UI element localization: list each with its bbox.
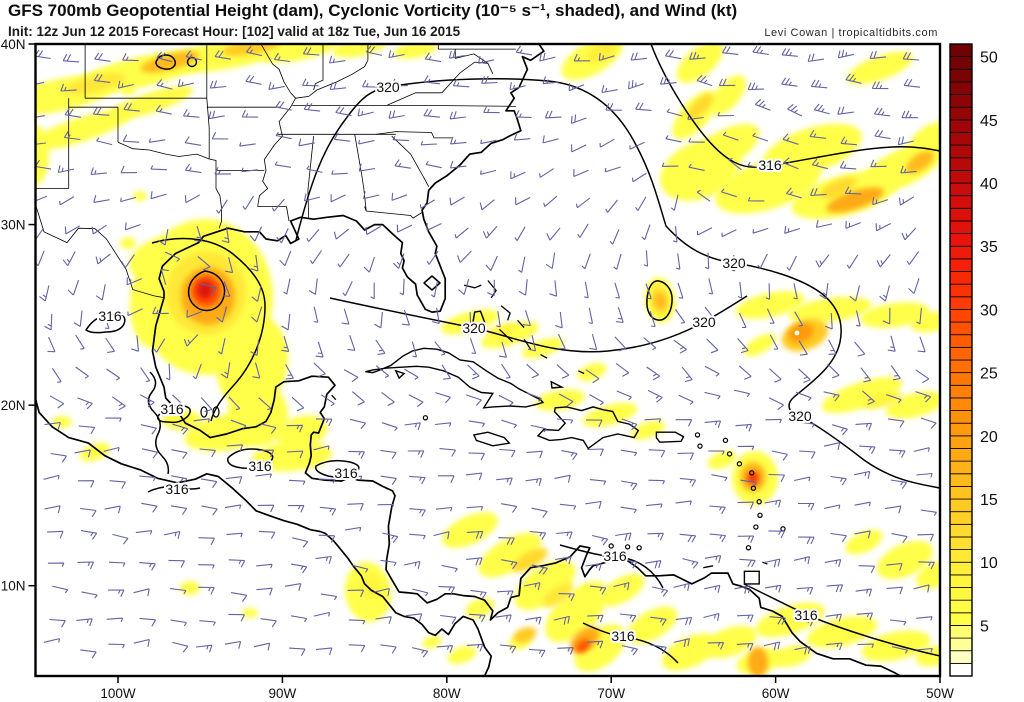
colorbar-cell: [949, 43, 973, 58]
contour-label: 320: [692, 314, 716, 330]
colorbar-cell: [949, 220, 973, 235]
colorbar-cell: [949, 346, 973, 361]
contour-label: 316: [248, 458, 272, 474]
colorbar-cell: [949, 599, 973, 614]
lat-tick-label: 10N: [1, 579, 26, 594]
colorbar-cell: [949, 523, 973, 538]
colorbar-cell: [949, 207, 973, 222]
contour-label: 316: [611, 628, 635, 644]
colorbar-tick-label: 10: [980, 555, 998, 572]
colorbar-cell: [949, 182, 973, 197]
contour-label: 320: [788, 408, 812, 424]
colorbar-cell: [949, 637, 973, 652]
colorbar-cell: [949, 435, 973, 449]
contour-label: 316: [794, 607, 818, 623]
height-contours: [85, 45, 939, 664]
colorbar-cell: [949, 94, 973, 108]
colorbar-tick-label: 50: [980, 50, 998, 67]
colorbar-cell: [949, 283, 973, 298]
colorbar-cell: [949, 662, 973, 677]
lon-tick-label: 50W: [926, 686, 954, 701]
colorbar-cell: [949, 81, 973, 95]
contour-label: 316: [758, 157, 782, 173]
contour-label: 316: [98, 308, 122, 324]
contour-label: 316: [165, 481, 189, 497]
colorbar-cell: [949, 612, 973, 626]
colorbar-tick-label: 35: [980, 239, 998, 256]
colorbar-cell: [949, 309, 973, 323]
colorbar-cell: [949, 511, 973, 525]
colorbar-cell: [949, 195, 973, 209]
colorbar-cell: [949, 485, 973, 500]
contour-label: 320: [376, 79, 400, 95]
colorbar-cell: [949, 359, 973, 374]
lon-tick-label: 70W: [597, 686, 625, 701]
wind-barbs: [36, 45, 937, 659]
colorbar-cell: [949, 68, 973, 83]
colorbar-cell: [949, 132, 973, 146]
colorbar-tick-label: 30: [980, 302, 998, 319]
colorbar-cell: [949, 460, 973, 475]
lon-tick-label: 80W: [433, 686, 461, 701]
colorbar-cell: [949, 106, 973, 121]
colorbar-cell: [949, 650, 973, 664]
colorbar-cell: [949, 119, 973, 133]
colorbar-cell: [949, 169, 973, 184]
lon-tick-label: 60W: [762, 686, 790, 701]
colorbar-cell: [949, 587, 973, 601]
colorbar-cell: [949, 245, 973, 260]
colorbar-cell: [949, 422, 973, 437]
chart-init-valid-line: Init: 12z Jun 12 2015 Forecast Hour: [10…: [8, 24, 461, 39]
colorbar-cell: [949, 410, 973, 424]
colorbar-cell: [949, 157, 973, 171]
axes: 40N 30N 20N 10N 100W 90W 80W 70W 60W 50W: [1, 37, 954, 701]
colorbar-tick-label: 25: [980, 366, 998, 383]
lat-tick-label: 30N: [1, 218, 26, 233]
colorbar-tick-label: 15: [980, 492, 998, 509]
chart-credit: Levi Cowan | tropicaltidbits.com: [764, 27, 938, 39]
colorbar-cell: [949, 258, 973, 272]
contour-label: 320: [722, 255, 746, 271]
colorbar-cell: [949, 549, 973, 563]
chart-title: GFS 700mb Geopotential Height (dam), Cyc…: [8, 1, 738, 20]
colorbar-cell: [949, 536, 973, 551]
colorbar-cell: [949, 233, 973, 247]
colorbar-cell: [949, 372, 973, 386]
colorbar-cell: [949, 625, 973, 639]
colorbar-cell: [949, 296, 973, 310]
lat-tick-label: 40N: [1, 37, 26, 52]
colorbar: 5 10 15 20 25 30 35 40 45 50: [949, 43, 998, 677]
colorbar-tick-label: 5: [980, 618, 989, 635]
lon-tick-label: 100W: [100, 686, 136, 701]
colorbar-cell: [949, 561, 973, 576]
colorbar-cell: [949, 334, 973, 348]
colorbar-cell: [949, 498, 973, 513]
contour-label: 320: [462, 320, 486, 336]
colorbar-cell: [949, 144, 973, 159]
colorbar-cell: [949, 574, 973, 588]
colorbar-cell: [949, 473, 973, 487]
lat-tick-label: 20N: [1, 398, 26, 413]
colorbar-tick-label: 45: [980, 113, 998, 130]
contour-label: 316: [160, 401, 184, 417]
state-borders: [36, 45, 516, 299]
colorbar-cell: [949, 56, 973, 70]
colorbar-cell: [949, 448, 973, 462]
lon-tick-label: 90W: [269, 686, 297, 701]
contour-label: 316: [334, 465, 358, 481]
colorbar-cell: [949, 271, 973, 285]
colorbar-tick-label: 40: [980, 176, 998, 193]
colorbar-cell: [949, 397, 973, 411]
colorbar-cell: [949, 384, 973, 399]
colorbar-cell: [949, 321, 973, 336]
colorbar-tick-label: 20: [980, 429, 998, 446]
map-frame: [34, 42, 942, 678]
contour-labels: 320 316 320 320 320 320 316 316 316 316 316 316 316 3…: [96, 77, 820, 646]
contour-label: 316: [603, 548, 627, 564]
